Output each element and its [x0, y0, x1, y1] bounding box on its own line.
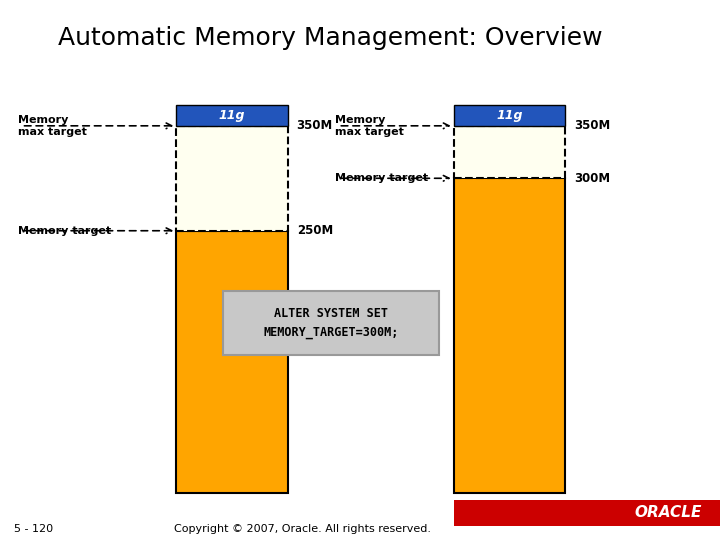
Text: Memory
max target: Memory max target	[335, 115, 404, 137]
Bar	[454, 178, 565, 493]
Bar	[454, 105, 565, 126]
Text: 5 - 120: 5 - 120	[14, 524, 53, 534]
Bar	[454, 126, 565, 178]
Text: 350M: 350M	[297, 119, 333, 132]
Text: Automatic Memory Management: Overview: Automatic Memory Management: Overview	[58, 26, 602, 50]
Text: 11g: 11g	[496, 109, 523, 122]
Text: ORACLE: ORACLE	[634, 505, 702, 520]
Text: 300M: 300M	[574, 172, 610, 185]
Text: Copyright © 2007, Oracle. All rights reserved.: Copyright © 2007, Oracle. All rights res…	[174, 524, 431, 534]
Bar	[454, 500, 720, 526]
Text: 250M: 250M	[297, 224, 333, 237]
Bar	[223, 291, 439, 355]
Bar	[176, 105, 288, 126]
Text: ALTER SYSTEM SET
MEMORY_TARGET=300M;: ALTER SYSTEM SET MEMORY_TARGET=300M;	[264, 307, 399, 339]
Text: Memory target: Memory target	[335, 173, 428, 183]
Text: 350M: 350M	[574, 119, 610, 132]
Bar	[176, 231, 288, 493]
Bar	[176, 126, 288, 231]
Text: Memory
max target: Memory max target	[18, 115, 87, 137]
Text: Memory target: Memory target	[18, 226, 111, 236]
Text: 11g: 11g	[219, 109, 246, 122]
